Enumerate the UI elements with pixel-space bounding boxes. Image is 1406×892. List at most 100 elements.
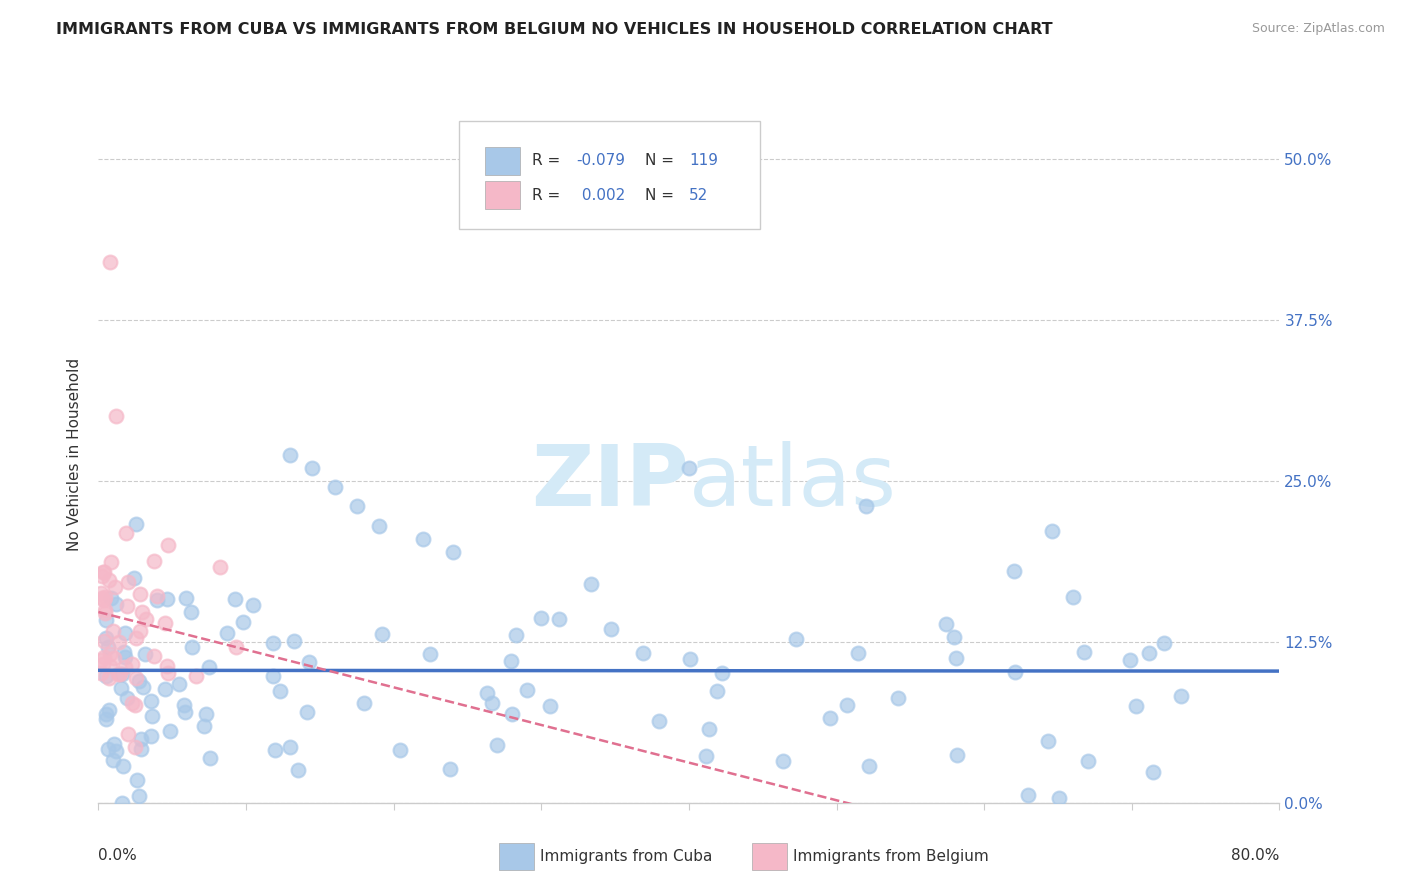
Point	[98, 671, 121, 685]
Point	[90, 653, 112, 667]
Point	[1002, 564, 1025, 578]
Point	[111, 666, 134, 681]
Point	[117, 575, 139, 590]
Point	[117, 727, 139, 741]
Point	[679, 652, 702, 666]
Point	[195, 707, 218, 722]
Point	[115, 599, 138, 614]
Point	[98, 703, 121, 717]
Point	[131, 732, 153, 747]
Point	[242, 598, 264, 612]
Text: -0.079: -0.079	[576, 153, 626, 168]
Point	[114, 625, 136, 640]
Text: ZIP: ZIP	[531, 442, 689, 524]
Point	[232, 615, 254, 630]
Point	[94, 613, 117, 627]
Point	[90, 585, 112, 599]
Point	[167, 676, 190, 690]
Point	[198, 660, 221, 674]
Text: 119: 119	[689, 153, 718, 168]
Point	[97, 640, 120, 655]
Point	[1077, 754, 1099, 768]
Point	[111, 759, 134, 773]
Point	[858, 758, 880, 772]
Point	[173, 698, 195, 713]
Point	[100, 555, 122, 569]
Point	[530, 611, 553, 625]
Point	[439, 762, 461, 776]
Point	[101, 624, 124, 638]
Point	[225, 640, 247, 654]
Text: N =: N =	[645, 188, 679, 202]
Point	[94, 707, 117, 722]
Point	[697, 723, 720, 737]
Point	[1153, 636, 1175, 650]
Point	[91, 565, 114, 579]
Point	[193, 719, 215, 733]
Point	[695, 749, 717, 764]
Point	[263, 742, 285, 756]
Point	[353, 696, 375, 710]
Point	[103, 580, 125, 594]
Text: 0.0%: 0.0%	[98, 848, 138, 863]
Point	[710, 666, 733, 681]
Point	[184, 669, 207, 683]
Text: R =: R =	[531, 153, 565, 168]
Point	[111, 796, 134, 810]
Point	[295, 706, 318, 720]
Point	[278, 739, 301, 754]
Point	[91, 657, 114, 671]
Text: Immigrants from Cuba: Immigrants from Cuba	[540, 849, 713, 863]
Point	[112, 644, 135, 658]
Point	[90, 666, 112, 681]
FancyBboxPatch shape	[485, 181, 520, 210]
Point	[142, 554, 165, 568]
Point	[198, 751, 221, 765]
Point	[131, 680, 153, 694]
Point	[208, 559, 231, 574]
Text: Source: ZipAtlas.com: Source: ZipAtlas.com	[1251, 22, 1385, 36]
Point	[1073, 645, 1095, 659]
Point	[93, 565, 115, 579]
Point	[128, 624, 150, 639]
Point	[1137, 646, 1160, 660]
Point	[107, 667, 129, 681]
Point	[156, 538, 179, 552]
Point	[772, 755, 794, 769]
Point	[98, 254, 121, 268]
Point	[98, 658, 121, 673]
Point	[153, 615, 176, 630]
Point	[146, 589, 169, 603]
Point	[346, 500, 368, 514]
Text: 52: 52	[689, 188, 709, 202]
Point	[155, 659, 177, 673]
Point	[538, 698, 561, 713]
Point	[548, 612, 571, 626]
Point	[648, 714, 671, 728]
Point	[419, 647, 441, 661]
Point	[887, 691, 910, 706]
Point	[103, 650, 125, 665]
Point	[134, 647, 156, 661]
Point	[631, 646, 654, 660]
Text: IMMIGRANTS FROM CUBA VS IMMIGRANTS FROM BELGIUM NO VEHICLES IN HOUSEHOLD CORRELA: IMMIGRANTS FROM CUBA VS IMMIGRANTS FROM …	[56, 22, 1053, 37]
Point	[269, 683, 291, 698]
Point	[135, 612, 157, 626]
Point	[485, 739, 508, 753]
Text: 80.0%: 80.0%	[1232, 848, 1279, 863]
Point	[98, 647, 121, 661]
Point	[105, 744, 128, 758]
Point	[706, 684, 728, 698]
Point	[835, 698, 858, 713]
Point	[1040, 524, 1063, 539]
Point	[441, 544, 464, 558]
Point	[1125, 699, 1147, 714]
Point	[1142, 764, 1164, 779]
Point	[124, 739, 146, 754]
Point	[124, 698, 146, 712]
Point	[101, 753, 124, 767]
Point	[94, 712, 117, 726]
Point	[94, 590, 117, 604]
Point	[262, 636, 284, 650]
Point	[371, 626, 394, 640]
